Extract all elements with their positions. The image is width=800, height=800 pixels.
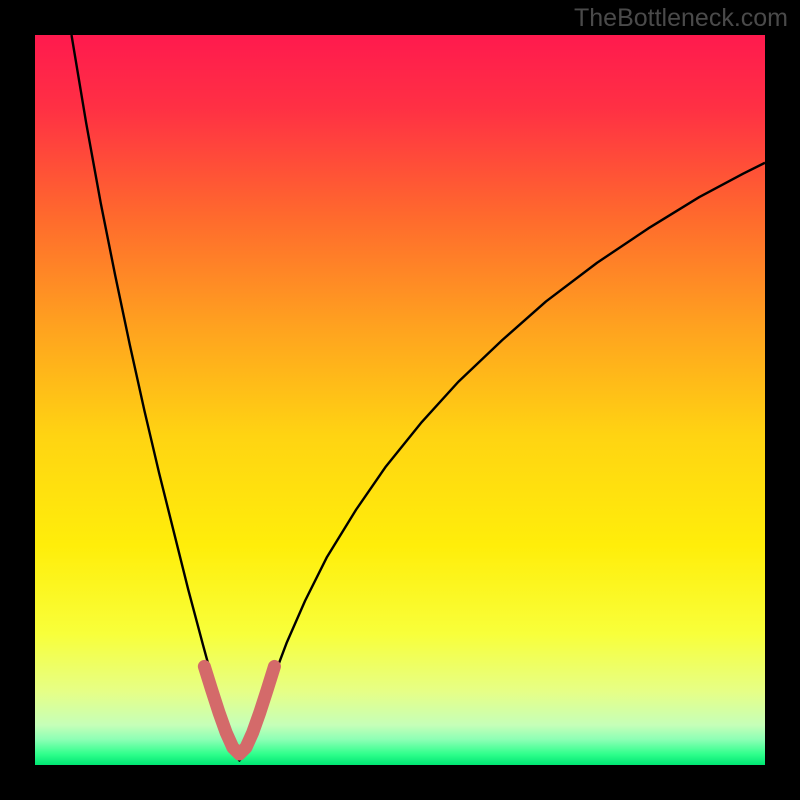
watermark-text: TheBottleneck.com (574, 4, 788, 33)
plot-area (35, 35, 765, 765)
bottom-v-marker (204, 666, 274, 754)
chart-svg (35, 35, 765, 765)
chart-frame: TheBottleneck.com (0, 0, 800, 800)
bottleneck-curve (72, 35, 766, 761)
